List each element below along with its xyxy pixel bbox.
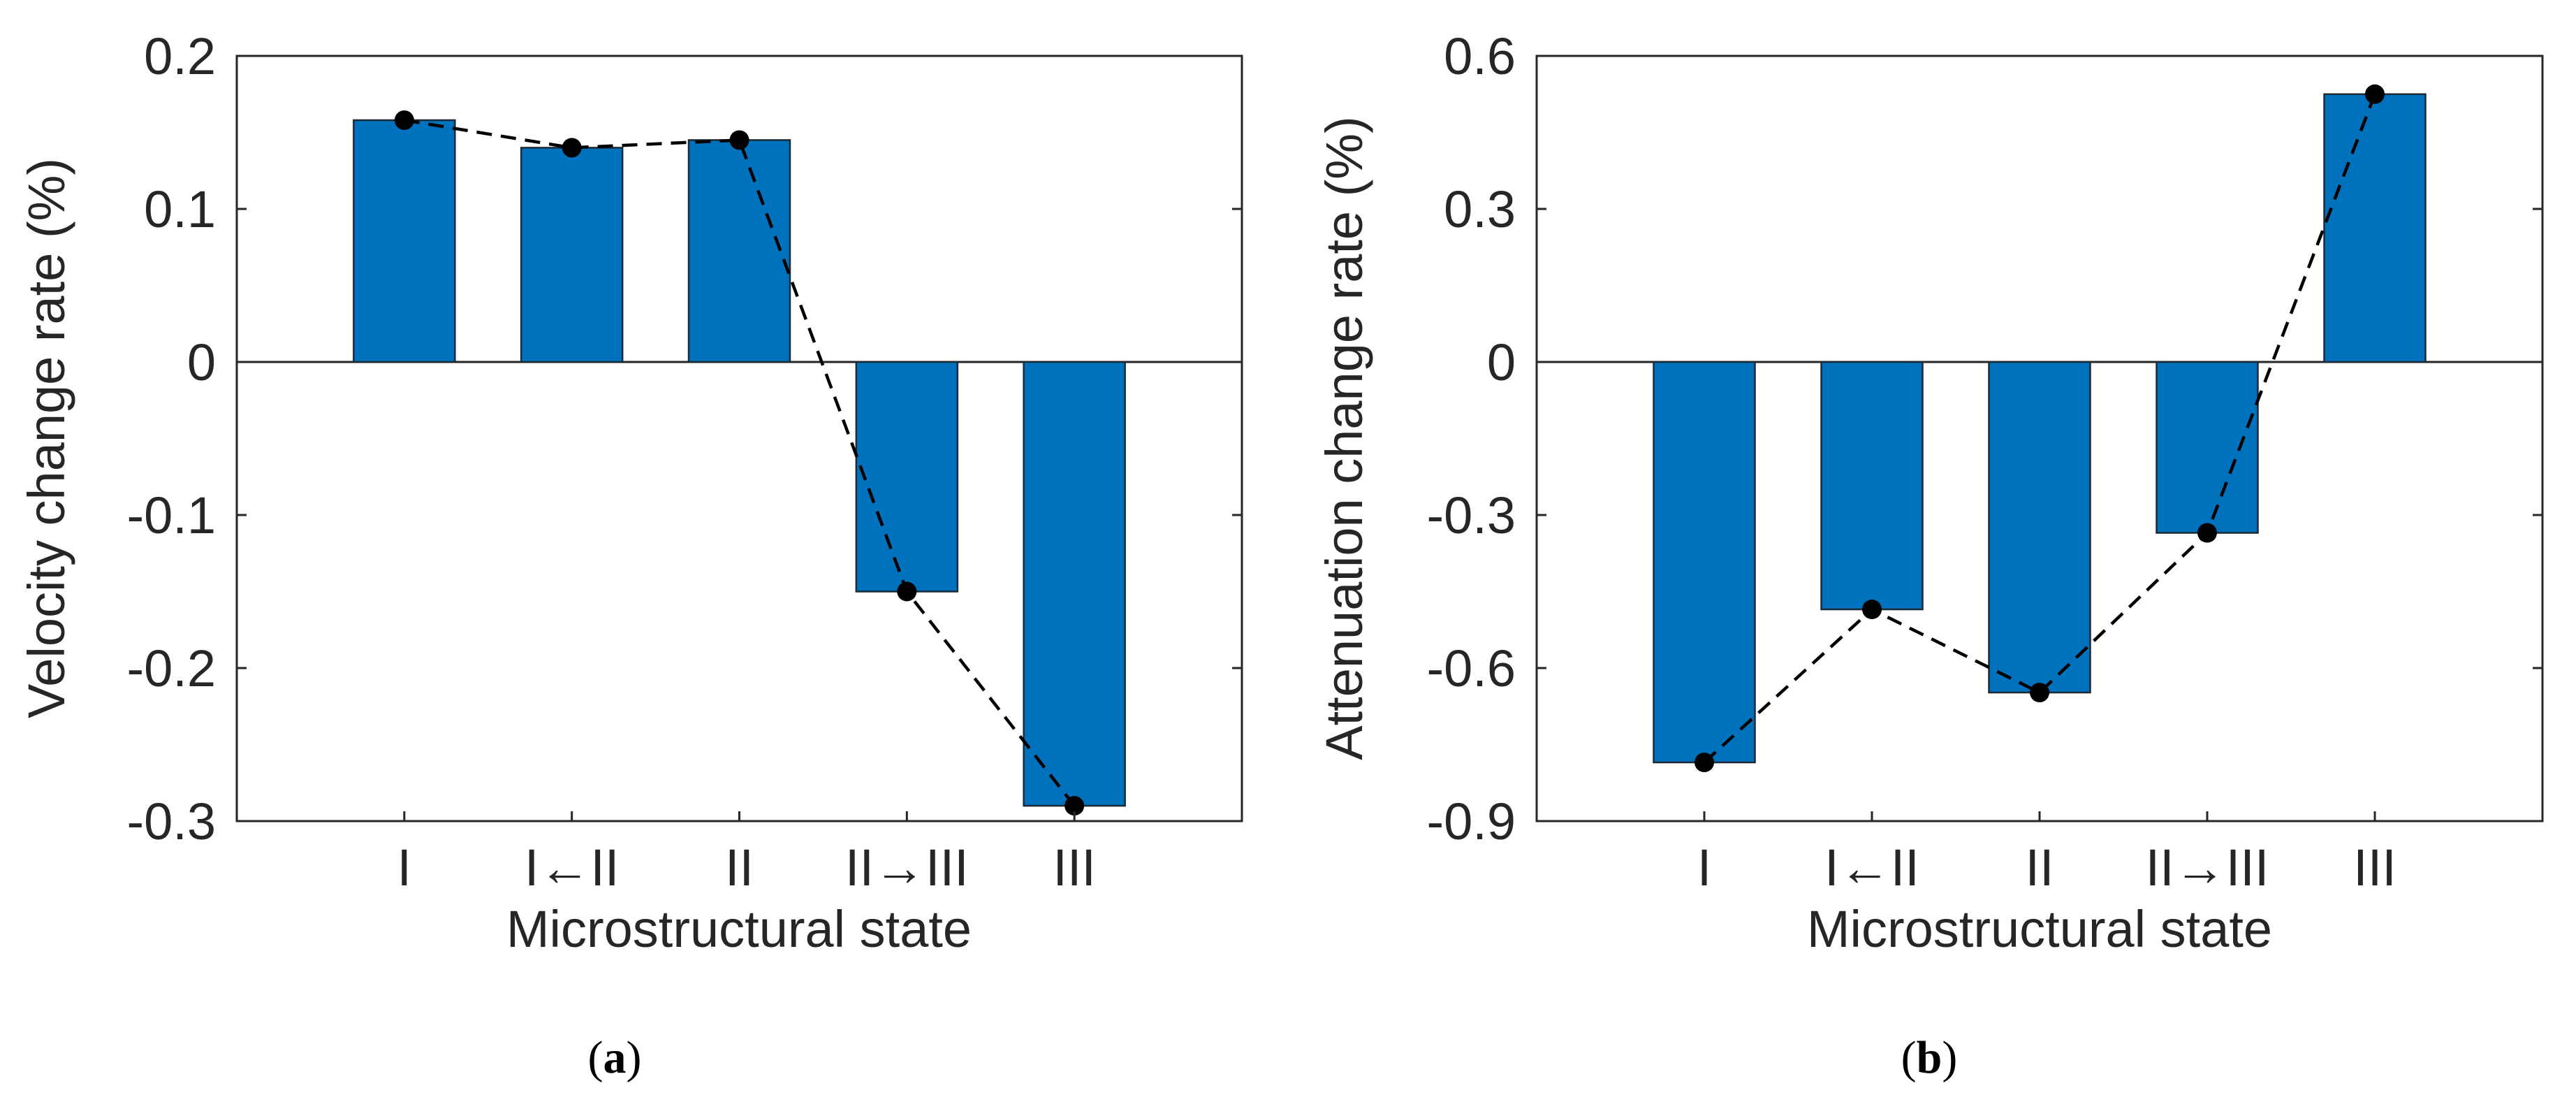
panel-b-caption-close: ) <box>1942 1032 1957 1083</box>
panel-a-ytick-label-5: -0.3 <box>126 792 216 850</box>
panel-b-xtick-label-3: II→III <box>2146 839 2269 897</box>
panel-a-caption-open: ( <box>588 1032 603 1083</box>
panel-a-xtick-label-4: III <box>1053 839 1096 897</box>
panel-b-bar-4 <box>2323 93 2427 363</box>
panel-b-ytick-label-5: -0.9 <box>1426 792 1516 850</box>
panel-b-ytick-label-0: 0.6 <box>1444 27 1516 85</box>
panel-a-bar-0 <box>353 119 456 363</box>
panel-a-xtick-label-3: II→III <box>845 839 969 897</box>
panel-b-bar-3 <box>2156 361 2259 534</box>
panel-a-ylabel: Velocity change rate (%) <box>17 158 75 718</box>
panel-b-xlabel: Microstructural state <box>1807 900 2272 958</box>
panel-b-marker-2 <box>2030 683 2049 703</box>
panel-a-marker-2 <box>729 130 749 150</box>
panel-a-marker-0 <box>394 110 414 130</box>
panel-b-ylabel: Attenuation change rate (%) <box>1315 116 1373 760</box>
panel-a-xtick-label-2: II <box>725 839 754 897</box>
panel-b-bar-2 <box>1988 361 2091 694</box>
panel-a-bar-1 <box>520 147 624 363</box>
panel-b-marker-4 <box>2365 84 2385 104</box>
panel-a-caption-close: ) <box>627 1032 642 1083</box>
panel-a-xtick-label-1: I←II <box>525 839 620 897</box>
panel-b-ytick-label-1: 0.3 <box>1444 180 1516 238</box>
panel-a-xtick-label-0: I <box>397 839 412 897</box>
panel-a-trend-line <box>404 118 1076 807</box>
panel-a-ytick-label-4: -0.2 <box>126 639 216 697</box>
panel-a-caption: (a) <box>588 1032 642 1083</box>
panel-a-caption-letter: a <box>603 1032 627 1083</box>
panel-b-bar-1 <box>1820 361 1924 611</box>
panel-b-ytick-label-4: -0.6 <box>1426 639 1516 697</box>
panel-b-chart: 0.6 0.3 0 -0.3 -0.6 -0.9 I I←II II II→III III Att… <box>1315 27 2544 1083</box>
panel-b-marker-1 <box>1862 600 1882 620</box>
panel-b-marker-3 <box>2197 523 2217 543</box>
panel-b-ytick-label-2: 0 <box>1487 333 1516 391</box>
panel-b-xtick-label-0: I <box>1697 839 1712 897</box>
panel-b-trend-line <box>1703 93 2377 764</box>
panel-b-bar-0 <box>1653 361 1756 764</box>
panel-a-ytick-label-3: -0.1 <box>126 486 216 544</box>
panel-b-caption: (b) <box>1901 1032 1958 1083</box>
panel-a-ytick-label-1: 0.1 <box>144 180 216 238</box>
panel-b-ytick-label-3: -0.3 <box>1426 486 1516 544</box>
panel-a-marker-3 <box>897 581 917 602</box>
panel-a-bar-4 <box>1023 361 1126 807</box>
panel-b-xtick-label-2: II <box>2025 839 2054 897</box>
panel-a-bar-3 <box>855 361 959 593</box>
panel-a-marker-4 <box>1064 796 1085 816</box>
panel-a-ytick-label-0: 0.2 <box>144 27 216 85</box>
panel-b-xtick-label-4: III <box>2353 839 2396 897</box>
panel-b-caption-letter: b <box>1917 1032 1942 1083</box>
panel-a-ytick-label-2: 0 <box>187 333 216 391</box>
panel-a-marker-1 <box>562 138 582 158</box>
panel-b-caption-open: ( <box>1901 1032 1917 1083</box>
panel-a-bar-2 <box>687 139 791 363</box>
panel-b-marker-0 <box>1695 753 1714 773</box>
panel-b-xtick-label-1: I←II <box>1824 839 1919 897</box>
panel-a-chart: 0.2 0.1 0 -0.1 -0.2 -0.3 I I←II II II→III III Vel… <box>17 27 1243 1083</box>
panel-a-xlabel: Microstructural state <box>506 900 972 958</box>
